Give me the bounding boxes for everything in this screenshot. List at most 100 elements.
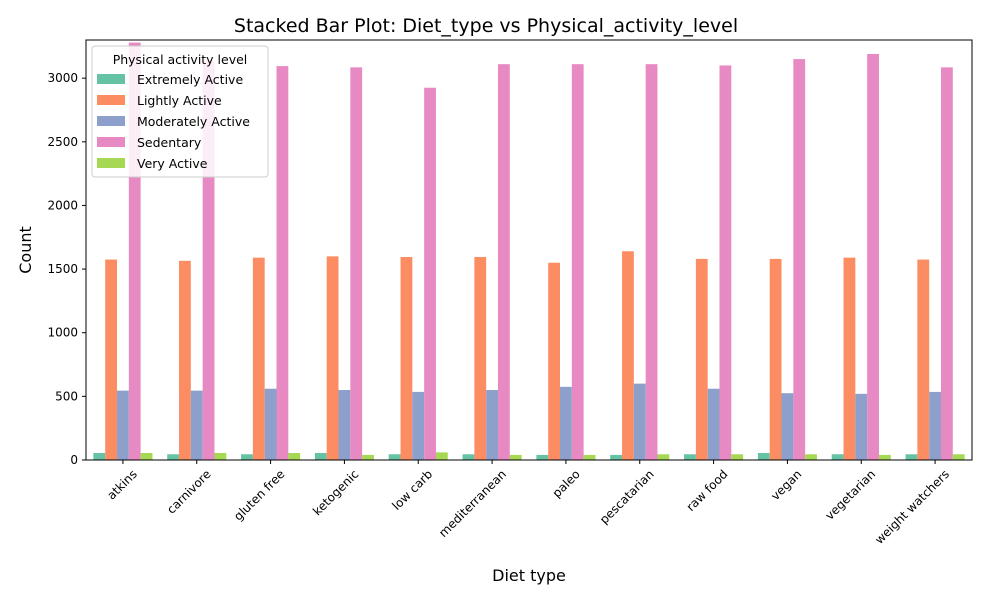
legend-label: Extremely Active — [137, 72, 243, 87]
legend-label: Sedentary — [137, 135, 202, 150]
bar-mediterranean-sedentary — [497, 64, 510, 461]
bar-atkins-extremely-active — [93, 453, 106, 460]
y-tick-label: 1500 — [47, 262, 78, 276]
bar-mediterranean-moderately-active — [486, 390, 498, 460]
x-tick-label: weight watchers — [872, 467, 952, 547]
bar-carnivore-lightly-active — [179, 260, 191, 460]
bar-atkins-very-active — [140, 453, 153, 460]
legend-swatch — [97, 95, 125, 105]
bar-low-carb-extremely-active — [388, 454, 401, 460]
bar-weight-watchers-very-active — [952, 454, 965, 460]
bar-weight-watchers-lightly-active — [917, 259, 930, 460]
bar-weight-watchers-extremely-active — [905, 454, 918, 460]
bars-group — [93, 42, 965, 461]
legend-title: Physical activity level — [113, 52, 248, 67]
y-axis: 0 500 1000 1500 2000 2500 3000 — [47, 71, 86, 467]
x-tick-label: atkins — [104, 467, 139, 502]
bar-vegan-lightly-active — [769, 258, 782, 460]
bar-vegan-moderately-active — [781, 393, 794, 460]
x-tick-label: pescatarian — [597, 467, 657, 527]
bar-vegetarian-extremely-active — [831, 454, 844, 460]
bar-low-carb-very-active — [435, 452, 448, 460]
x-tick-label: vegetarian — [822, 467, 878, 523]
bar-gluten-free-sedentary — [276, 66, 289, 460]
legend-items: Extremely Active Lightly Active Moderately… — [97, 72, 250, 171]
bar-paleo-moderately-active — [560, 386, 572, 460]
bar-ketogenic-moderately-active — [338, 390, 351, 460]
bar-carnivore-moderately-active — [190, 390, 203, 460]
y-tick-label: 0 — [70, 453, 78, 467]
bar-raw-food-extremely-active — [684, 454, 696, 460]
x-tick-label: mediterranean — [436, 467, 509, 540]
x-tick-label: vegan — [768, 467, 804, 503]
x-tick-label: gluten free — [231, 467, 287, 523]
bar-pescatarian-extremely-active — [610, 454, 623, 460]
bar-vegan-very-active — [805, 454, 817, 460]
bar-mediterranean-lightly-active — [474, 257, 487, 460]
bar-paleo-very-active — [583, 454, 596, 460]
bar-pescatarian-moderately-active — [633, 383, 646, 460]
chart-title: Stacked Bar Plot: Diet_type vs Physical_… — [234, 15, 738, 37]
bar-mediterranean-extremely-active — [462, 454, 475, 460]
bar-gluten-free-very-active — [288, 453, 301, 460]
bar-atkins-sedentary — [128, 42, 141, 461]
legend-swatch — [97, 116, 125, 126]
bar-raw-food-sedentary — [719, 65, 732, 460]
plot-frame — [85, 39, 973, 461]
y-tick-label: 2500 — [47, 135, 78, 149]
legend-label: Very Active — [137, 156, 208, 171]
bar-weight-watchers-sedentary — [940, 67, 953, 461]
x-tick-label: carnivore — [164, 467, 214, 517]
bar-mediterranean-very-active — [509, 454, 522, 460]
y-axis-title: Count — [16, 226, 35, 274]
y-tick-label: 3000 — [47, 71, 78, 85]
bar-paleo-extremely-active — [536, 454, 549, 460]
legend-swatch — [97, 137, 125, 147]
x-tick-label: paleo — [550, 467, 583, 500]
bar-carnivore-extremely-active — [167, 454, 180, 460]
bar-ketogenic-sedentary — [350, 67, 363, 461]
x-tick-label: ketogenic — [310, 467, 361, 518]
y-tick-label: 500 — [55, 389, 78, 403]
y-tick-label: 2000 — [47, 198, 78, 212]
bar-low-carb-lightly-active — [400, 257, 413, 460]
bar-ketogenic-lightly-active — [326, 256, 339, 460]
bar-paleo-sedentary — [571, 64, 584, 461]
legend: Physical activity level Extremely Active… — [91, 45, 269, 178]
bar-gluten-free-extremely-active — [241, 454, 253, 460]
bar-vegetarian-lightly-active — [843, 257, 856, 460]
bar-pescatarian-lightly-active — [622, 251, 634, 460]
bar-gluten-free-lightly-active — [252, 257, 265, 460]
bar-vegan-sedentary — [793, 59, 806, 461]
bar-vegetarian-very-active — [878, 454, 891, 460]
bar-low-carb-sedentary — [424, 87, 436, 460]
legend-label: Moderately Active — [137, 114, 250, 129]
legend-swatch — [97, 74, 125, 84]
bar-ketogenic-extremely-active — [314, 453, 327, 460]
bar-low-carb-moderately-active — [412, 391, 425, 460]
bar-paleo-lightly-active — [548, 262, 561, 460]
bar-carnivore-very-active — [214, 453, 227, 460]
bar-weight-watchers-moderately-active — [929, 391, 941, 460]
bar-gluten-free-moderately-active — [264, 388, 277, 460]
bar-vegan-extremely-active — [757, 453, 770, 460]
bar-ketogenic-very-active — [362, 454, 374, 460]
bar-pescatarian-sedentary — [645, 64, 658, 461]
bar-raw-food-lightly-active — [695, 258, 708, 460]
x-tick-label: raw food — [684, 467, 731, 514]
bar-raw-food-moderately-active — [707, 388, 720, 460]
bar-vegetarian-sedentary — [867, 54, 879, 460]
bar-atkins-lightly-active — [105, 259, 118, 460]
x-tick-label: low carb — [389, 467, 435, 513]
bar-pescatarian-very-active — [657, 454, 670, 460]
legend-box — [91, 45, 269, 178]
legend-swatch — [97, 158, 125, 168]
legend-label: Lightly Active — [137, 93, 222, 108]
bar-atkins-moderately-active — [117, 390, 129, 460]
x-axis: atkins carnivore gluten free ketogenic low c… — [104, 460, 952, 547]
bar-raw-food-very-active — [731, 454, 744, 460]
y-tick-label: 1000 — [47, 326, 78, 340]
bar-carnivore-sedentary — [202, 60, 215, 461]
